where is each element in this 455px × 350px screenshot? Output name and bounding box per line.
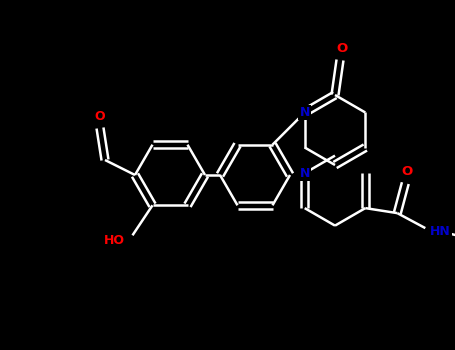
- Text: N: N: [299, 167, 310, 180]
- Text: O: O: [336, 42, 348, 55]
- Text: HO: HO: [104, 234, 125, 247]
- Text: HN: HN: [430, 225, 451, 238]
- Text: O: O: [402, 164, 413, 177]
- Text: N: N: [299, 106, 310, 119]
- Text: O: O: [95, 110, 105, 122]
